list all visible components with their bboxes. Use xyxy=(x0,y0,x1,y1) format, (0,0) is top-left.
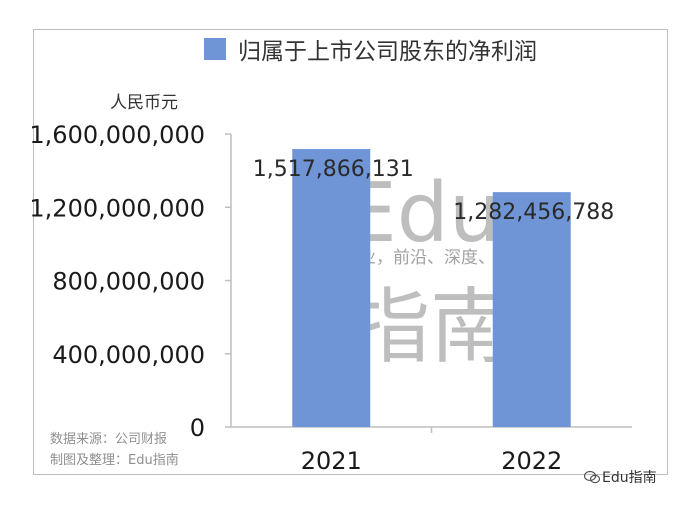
y-tick-label: 0 xyxy=(190,414,205,442)
wechat-account: Edu指南 xyxy=(584,467,657,487)
chart-frame xyxy=(33,29,668,475)
watermark-edu: Edu xyxy=(345,166,501,261)
bar xyxy=(492,192,571,427)
data-label: 1,517,866,131 xyxy=(253,157,414,182)
data-label: 1,282,456,788 xyxy=(453,200,614,225)
wechat-label: Edu指南 xyxy=(602,470,657,486)
source-note: 数据来源：公司财报 xyxy=(50,432,168,447)
y-axis-unit-label: 人民币元 xyxy=(110,93,178,113)
legend-label: 归属于上市公司股东的净利润 xyxy=(238,39,537,65)
x-tick-label: 2022 xyxy=(501,447,562,475)
credit-note: 制图及整理：Edu指南 xyxy=(50,453,179,468)
x-tick-label: 2021 xyxy=(301,447,362,475)
bar xyxy=(292,149,371,427)
y-tick-label: 1,600,000,000 xyxy=(29,121,205,149)
bars xyxy=(292,149,571,427)
y-tick-label: 400,000,000 xyxy=(52,341,205,369)
y-tick-label: 800,000,000 xyxy=(52,268,205,296)
y-tick-label: 1,200,000,000 xyxy=(29,194,205,222)
wechat-icon xyxy=(584,470,600,484)
watermark-zhinan: 指南 xyxy=(348,280,512,375)
legend-swatch xyxy=(204,38,226,60)
labels: 0 400,000,000 800,000,000 1,200,000,000 1,60… xyxy=(29,121,614,475)
legend: 归属于上市公司股东的净利润 xyxy=(204,34,537,65)
